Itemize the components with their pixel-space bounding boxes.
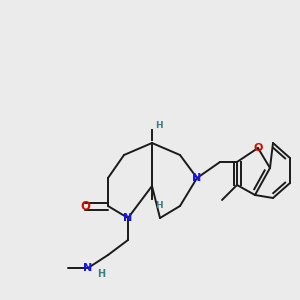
- Text: H: H: [155, 122, 163, 130]
- Text: N: N: [123, 213, 133, 223]
- Text: O: O: [253, 143, 263, 153]
- Text: O: O: [80, 200, 90, 212]
- Text: H: H: [155, 200, 163, 209]
- Text: H: H: [97, 269, 105, 279]
- Text: N: N: [192, 173, 202, 183]
- Text: N: N: [83, 263, 93, 273]
